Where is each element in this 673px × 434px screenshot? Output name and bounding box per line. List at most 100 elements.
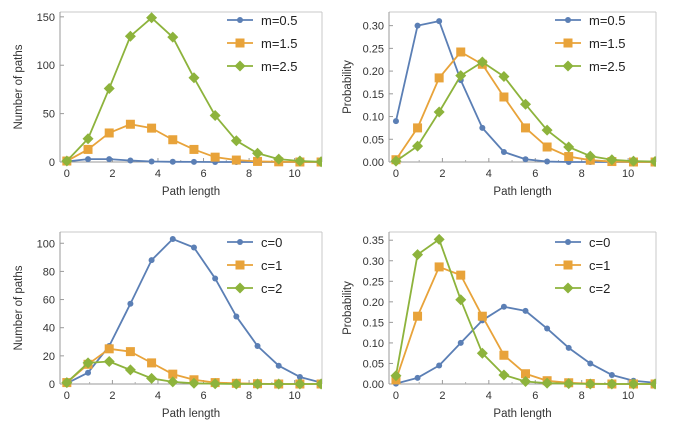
x-tick-label: 2 [109, 390, 115, 402]
x-tick-label: 2 [439, 390, 445, 402]
data-point [167, 31, 179, 43]
legend-entry: c=1 [555, 258, 610, 273]
x-tick-label: 4 [155, 168, 161, 180]
plot-area [390, 18, 656, 168]
data-point [146, 12, 158, 24]
data-point [584, 378, 596, 390]
data-point [434, 262, 444, 272]
x-tick-label: 2 [439, 168, 445, 180]
data-point [315, 378, 322, 390]
x-axis-label: Path length [493, 186, 551, 198]
data-point [584, 150, 596, 162]
data-point [252, 378, 264, 390]
y-tick-label: 0.25 [363, 276, 384, 288]
y-tick-label: 0.00 [363, 379, 384, 391]
x-tick-label: 4 [155, 390, 161, 402]
data-point [212, 275, 219, 282]
data-point [296, 373, 303, 380]
data-point [209, 378, 221, 390]
x-tick-label: 8 [246, 390, 252, 402]
data-point [390, 155, 402, 167]
data-point [455, 294, 467, 306]
data-point [104, 128, 114, 138]
data-point [606, 378, 618, 390]
x-tick-label: 0 [64, 390, 70, 402]
data-point [477, 311, 487, 321]
data-point [252, 147, 264, 159]
data-point [125, 347, 135, 357]
data-point [563, 378, 575, 390]
data-point [294, 378, 306, 390]
data-point [413, 311, 423, 321]
y-tick-label: 100 [37, 60, 55, 72]
data-point [188, 377, 200, 389]
data-point [230, 135, 242, 147]
data-point [147, 358, 157, 368]
chart-panel: 0 2 4 6 8 10 0.00 0.05 0.10 0.15 0.20 0.25 0.30 Path … [342, 11, 657, 198]
data-point [649, 378, 656, 390]
data-point [414, 22, 421, 29]
data-point [476, 56, 488, 68]
legend-entry: m=2.5 [227, 59, 298, 74]
x-tick-label: 4 [486, 168, 492, 180]
data-point [210, 152, 220, 162]
data-point [456, 47, 466, 57]
data-point [587, 360, 594, 367]
x-tick-label: 0 [64, 168, 70, 180]
x-tick-label: 6 [532, 390, 538, 402]
legend-label: c=2 [589, 281, 610, 296]
x-tick-label: 10 [289, 390, 301, 402]
y-tick-label: 150 [37, 12, 55, 24]
y-tick-label: 50 [43, 109, 55, 121]
data-point [188, 72, 200, 84]
data-point [434, 73, 444, 83]
data-point [275, 362, 282, 369]
data-point [436, 18, 443, 25]
series-line [395, 266, 656, 385]
legend-entry: m=1.5 [555, 36, 626, 51]
legend-entry: c=0 [227, 235, 282, 250]
legend-entry: m=2.5 [555, 59, 626, 74]
y-tick-label: 100 [37, 238, 55, 250]
data-point [412, 249, 424, 261]
data-point [479, 124, 486, 131]
plot-area [61, 12, 322, 168]
data-point [500, 303, 507, 310]
chart-panel: 0 2 4 6 8 10 0.00 0.05 0.10 0.15 0.20 0.25 0.30 0.35 P… [342, 231, 657, 420]
data-point [544, 158, 551, 165]
data-point [82, 357, 94, 369]
data-point [563, 141, 575, 153]
data-point [148, 257, 155, 264]
data-point [254, 343, 261, 349]
data-point [565, 344, 572, 351]
y-tick-label: 0.10 [363, 112, 384, 124]
data-point [124, 364, 136, 376]
y-axis-label: Number of paths [13, 265, 25, 350]
y-tick-label: 0 [49, 157, 55, 169]
data-point [230, 378, 242, 390]
legend-entry: m=0.5 [227, 13, 298, 28]
data-point [273, 153, 285, 165]
x-tick-label: 0 [393, 168, 399, 180]
data-point [124, 30, 136, 42]
legend-swatch-marker [235, 38, 245, 48]
legend-entry: c=1 [227, 258, 282, 273]
data-point [522, 156, 529, 163]
data-point [209, 110, 221, 122]
data-point [168, 369, 178, 379]
y-tick-label: 0.20 [363, 66, 384, 78]
data-point [190, 158, 197, 165]
legend-swatch-marker [237, 17, 243, 23]
data-point [61, 377, 73, 389]
legend-label: m=0.5 [261, 13, 298, 28]
data-point [564, 152, 574, 162]
y-tick-label: 0.10 [363, 338, 384, 350]
data-point [169, 236, 176, 243]
legend-entry: m=0.5 [555, 13, 626, 28]
y-tick-label: 0.05 [363, 358, 384, 370]
x-tick-label: 6 [532, 168, 538, 180]
data-point [499, 92, 509, 102]
legend-label: c=1 [589, 258, 610, 273]
